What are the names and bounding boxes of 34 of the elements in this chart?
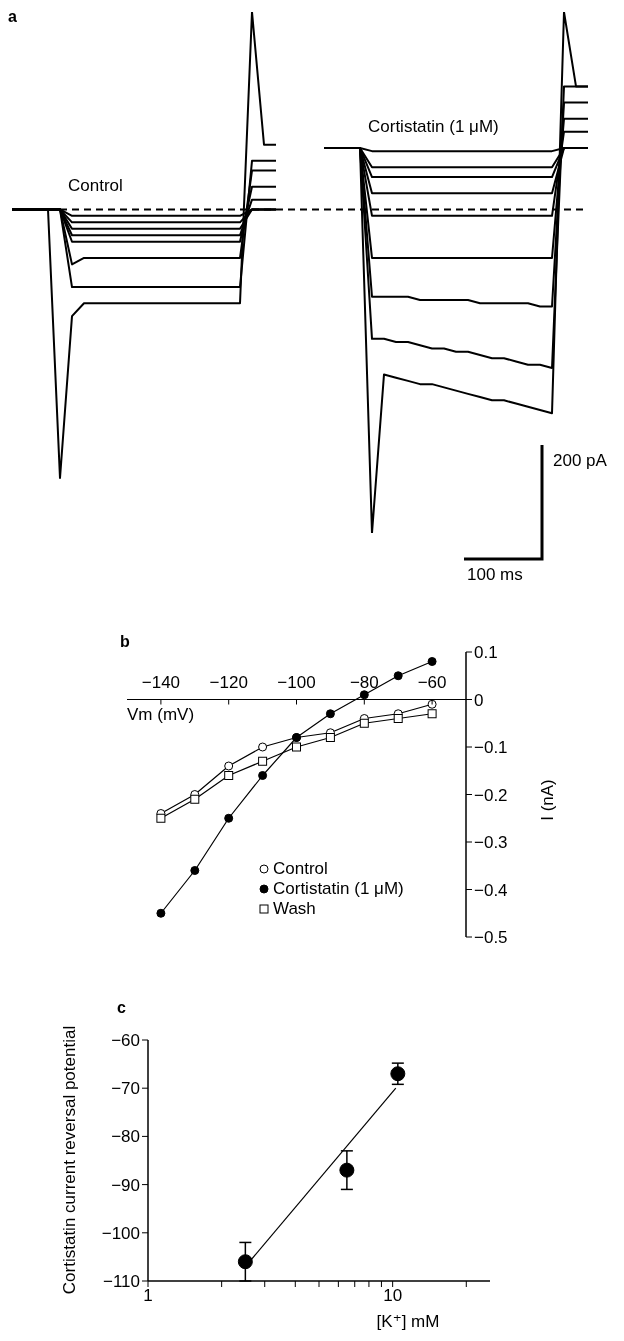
x-tick-label: −140: [141, 672, 181, 692]
x-tick-label: 1: [143, 1286, 153, 1306]
chart-title: b: [120, 633, 130, 651]
x-tick-label: 10: [383, 1286, 403, 1306]
y-tick-label: −0.1: [474, 738, 508, 758]
y-tick-label: −80: [111, 1127, 140, 1147]
x-tick-label: −120: [209, 672, 248, 692]
chart-title: a: [8, 8, 17, 26]
y-tick-label: −0.3: [474, 833, 508, 853]
annotation: 200 pA: [553, 451, 607, 471]
y-axis-title: Cortistatin current reversal potential: [60, 1025, 80, 1295]
text: 100 ms: [467, 565, 523, 585]
legend-label: Wash: [273, 899, 316, 919]
annotation: Control: [68, 176, 123, 196]
y-tick-label: −0.4: [474, 880, 508, 900]
chart-title: c: [117, 999, 126, 1017]
x-tick-label: −60: [417, 672, 447, 692]
y-tick-label: −100: [101, 1223, 140, 1243]
y-tick-label: −110: [102, 1272, 140, 1292]
y-tick-label: −60: [111, 1031, 140, 1051]
legend-label: Cortistatin (1 μM): [273, 879, 404, 899]
y-tick-label: 0: [474, 690, 484, 710]
x-tick-label: −80: [349, 672, 379, 692]
y-tick-label: 0.1: [474, 643, 498, 663]
y-tick-label: −0.2: [474, 785, 508, 805]
y-tick-label: −90: [111, 1175, 140, 1195]
x-tick-label: −100: [277, 672, 316, 692]
annotation: Cortistatin (1 μM): [368, 117, 499, 137]
x-axis-title: [K⁺] mM: [376, 1311, 440, 1332]
y-tick-label: −70: [111, 1079, 140, 1099]
legend-label: Control: [273, 859, 328, 879]
x-axis-title: Vm (mV): [127, 705, 195, 725]
y-tick-label: −0.5: [474, 928, 508, 948]
y-axis-title: I (nA): [538, 779, 558, 821]
